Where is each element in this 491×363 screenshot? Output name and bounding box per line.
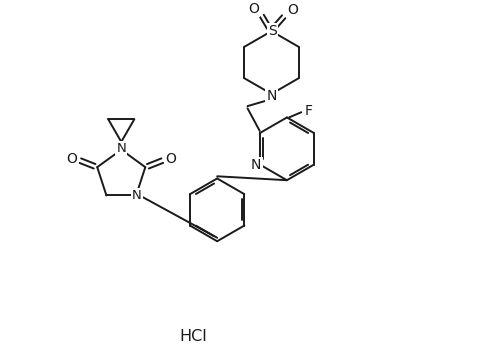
Text: HCl: HCl — [179, 329, 207, 344]
Text: F: F — [305, 104, 313, 118]
Text: N: N — [116, 142, 126, 155]
Text: N: N — [266, 89, 277, 103]
Text: S: S — [268, 24, 277, 38]
Text: O: O — [66, 152, 78, 166]
Text: O: O — [287, 3, 298, 17]
Text: O: O — [165, 152, 176, 166]
Text: N: N — [251, 158, 261, 172]
Text: N: N — [132, 189, 142, 202]
Text: O: O — [248, 2, 259, 16]
